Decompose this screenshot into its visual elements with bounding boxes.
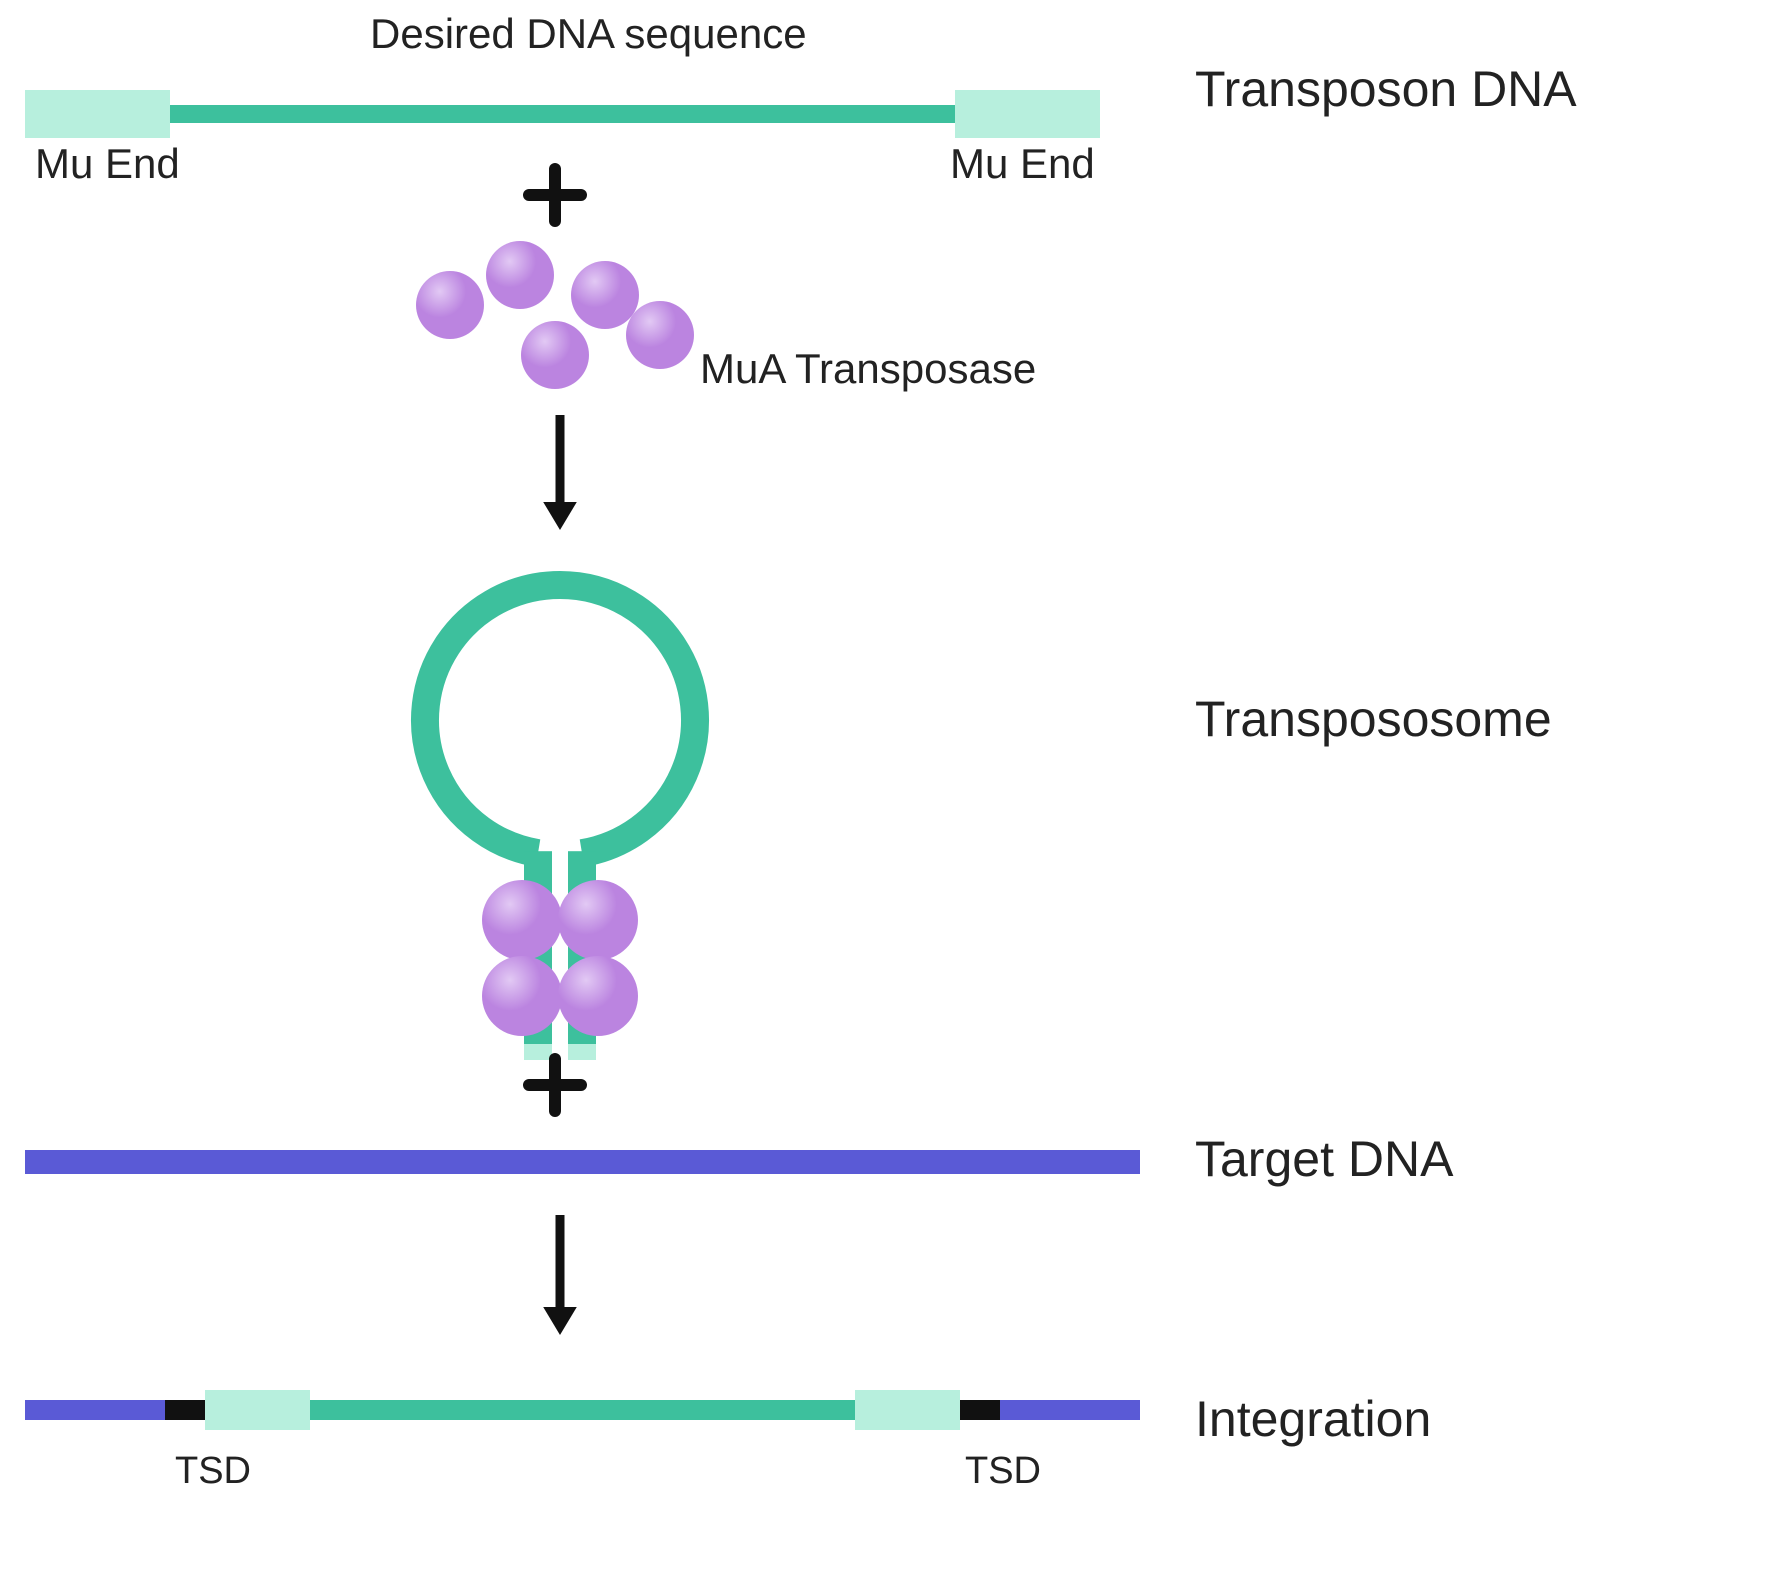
target-dna-bar (25, 1150, 1140, 1174)
step-label-transpososome: Transpososome (1195, 690, 1552, 748)
integration-seg-tsd (960, 1400, 1000, 1420)
integration-seg-dna (310, 1400, 855, 1420)
integration-seg-target (1000, 1400, 1140, 1420)
transposase-sphere (571, 261, 639, 329)
diagram-svg (0, 0, 1788, 1571)
label-mu-end-right: Mu End (950, 140, 1095, 188)
transpososome-ring (425, 585, 695, 853)
transposase-sphere (416, 271, 484, 339)
step-label-integration: Integration (1195, 1390, 1431, 1448)
transposase-sphere (482, 880, 562, 960)
mu-end-block (25, 90, 170, 138)
transposase-sphere (558, 880, 638, 960)
label-mu-end-left: Mu End (35, 140, 180, 188)
transposase-sphere (486, 241, 554, 309)
integration-seg-muend (205, 1390, 310, 1430)
label-tsd-left: TSD (175, 1450, 251, 1493)
mu-end-block (955, 90, 1100, 138)
step-label-target: Target DNA (1195, 1130, 1453, 1188)
label-mua-transposase: MuA Transposase (700, 345, 1036, 393)
transposase-sphere (521, 321, 589, 389)
label-desired-dna: Desired DNA sequence (370, 10, 807, 58)
label-tsd-right: TSD (965, 1450, 1041, 1493)
integration-seg-tsd (165, 1400, 205, 1420)
desired-dna-bar (170, 105, 955, 123)
transposase-sphere (626, 301, 694, 369)
transposase-sphere (482, 956, 562, 1036)
transposase-sphere (558, 956, 638, 1036)
integration-seg-muend (855, 1390, 960, 1430)
step-label-transposon: Transposon DNA (1195, 60, 1577, 118)
diagram-canvas: Transposon DNA Transpososome Target DNA … (0, 0, 1788, 1571)
integration-seg-target (25, 1400, 165, 1420)
